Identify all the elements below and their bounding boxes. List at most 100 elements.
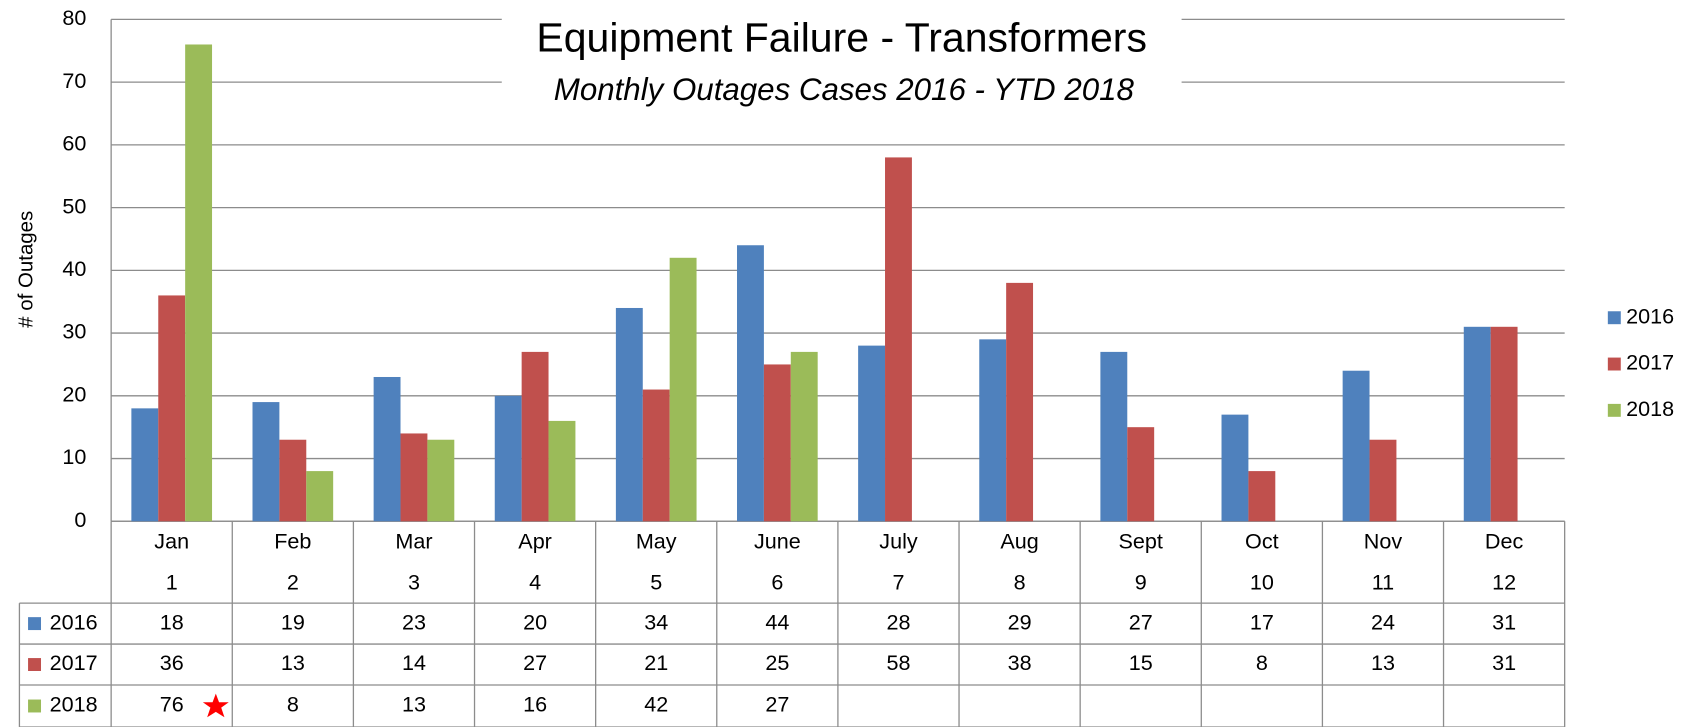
bar (185, 44, 213, 522)
bar (1100, 351, 1128, 522)
chart-subtitle: Monthly Outages Cases 2016 - YTD 2018 (554, 72, 1135, 107)
table-value: 31 (1492, 650, 1516, 675)
y-tick-label: 60 (62, 131, 86, 156)
table-value: 19 (281, 609, 305, 634)
bar (427, 439, 455, 522)
table-value: 14 (402, 650, 426, 675)
bar (615, 307, 643, 522)
bar (373, 376, 401, 522)
table-value: 24 (1371, 609, 1395, 634)
table-value: 42 (644, 692, 668, 717)
table-value: 28 (886, 609, 910, 634)
legend-label: 2017 (1626, 350, 1674, 375)
x-tick-number: 4 (529, 569, 541, 594)
bar (737, 245, 764, 522)
bar (1463, 326, 1491, 522)
x-tick-number: 6 (771, 569, 783, 594)
table-value: 44 (765, 609, 789, 634)
x-tick-number: 1 (166, 569, 178, 594)
y-tick-label: 30 (62, 319, 86, 344)
bar (763, 364, 791, 522)
x-tick-label: July (879, 529, 918, 554)
bar (858, 345, 886, 522)
table-legend-key (28, 658, 42, 671)
x-tick-number: 9 (1135, 569, 1147, 594)
bar (400, 433, 428, 522)
bar (306, 471, 334, 522)
bar (669, 257, 697, 522)
x-tick-number: 8 (1014, 569, 1026, 594)
y-tick-label: 40 (62, 256, 86, 281)
table-value: 29 (1008, 609, 1032, 634)
y-tick-label: 80 (62, 5, 86, 30)
legend-key (1607, 311, 1621, 325)
x-tick-label: May (636, 529, 677, 554)
bar (885, 157, 912, 522)
table-legend-key (28, 699, 42, 713)
bar (279, 439, 307, 522)
star-annotation (202, 693, 229, 718)
x-tick-number: 3 (408, 569, 420, 594)
table-value: 20 (523, 609, 547, 634)
x-tick-label: Aug (1000, 529, 1038, 554)
table-value: 8 (1256, 650, 1268, 675)
legend-key (1607, 357, 1621, 371)
bar (158, 295, 186, 522)
bar (521, 351, 549, 522)
bar (1221, 414, 1249, 522)
bar (1342, 370, 1370, 522)
y-tick-label: 20 (62, 382, 86, 407)
table-value: 27 (523, 650, 547, 675)
x-tick-number: 12 (1492, 569, 1516, 594)
table-value: 34 (644, 609, 668, 634)
x-tick-label: Jan (154, 529, 189, 554)
bar (1248, 471, 1276, 522)
bar (642, 389, 670, 522)
table-value: 58 (886, 650, 910, 675)
table-value: 21 (644, 650, 668, 675)
table-value: 27 (765, 692, 789, 717)
table-series-label: 2016 (50, 609, 98, 634)
table-value: 18 (160, 609, 184, 634)
bar (1490, 326, 1518, 522)
x-tick-number: 5 (650, 569, 662, 594)
title-background (501, 0, 1182, 110)
x-tick-label: Dec (1485, 529, 1524, 554)
x-tick-number: 10 (1250, 569, 1274, 594)
table-value: 8 (287, 692, 299, 717)
x-tick-label: Nov (1364, 529, 1403, 554)
bar (979, 339, 1007, 522)
chart-title: Equipment Failure - Transformers (536, 15, 1147, 61)
x-tick-label: Mar (395, 529, 432, 554)
table-series-label: 2018 (50, 692, 98, 717)
y-tick-label: 50 (62, 193, 86, 218)
x-tick-label: June (754, 529, 801, 554)
table-value: 38 (1008, 650, 1032, 675)
x-tick-label: Oct (1245, 529, 1279, 554)
legend-label: 2016 (1626, 303, 1674, 328)
bar (790, 351, 818, 522)
legend-key (1607, 403, 1621, 417)
legend-label: 2018 (1626, 396, 1674, 421)
y-tick-label: 10 (62, 444, 86, 469)
table-value: 16 (523, 692, 547, 717)
table-value: 27 (1129, 609, 1153, 634)
bar (131, 408, 159, 522)
table-value: 15 (1129, 650, 1153, 675)
y-axis-label: # of Outages (14, 211, 37, 328)
table-value: 13 (402, 692, 426, 717)
x-tick-label: Feb (274, 529, 311, 554)
bar (1127, 427, 1155, 522)
table-value: 17 (1250, 609, 1274, 634)
bar (494, 395, 522, 522)
bar (252, 402, 280, 522)
table-value: 25 (765, 650, 789, 675)
table-legend-key (28, 617, 42, 631)
table-value: 23 (402, 609, 426, 634)
y-tick-label: 70 (62, 68, 86, 93)
table-series-label: 2017 (50, 650, 98, 675)
table-value: 76 (160, 692, 184, 717)
bar (548, 420, 576, 522)
